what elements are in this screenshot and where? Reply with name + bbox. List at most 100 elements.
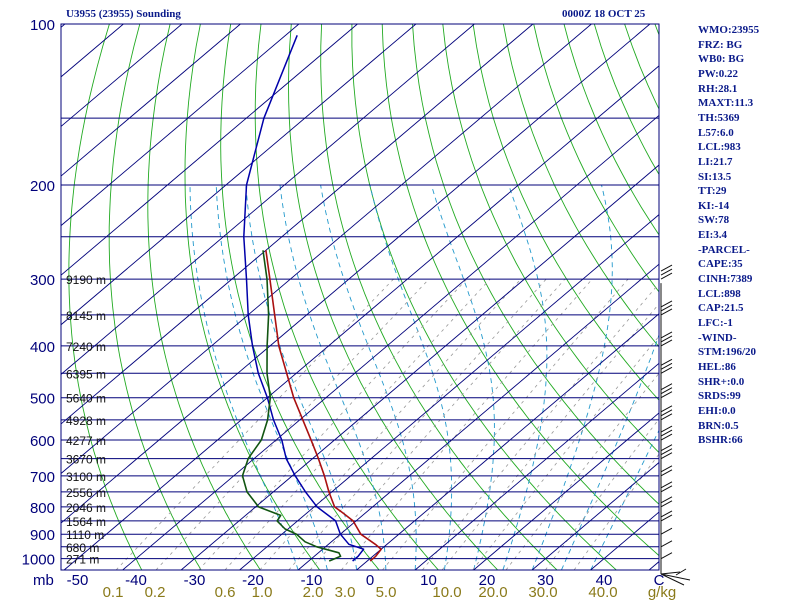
valid-time: 0000Z 18 OCT 25 bbox=[562, 8, 646, 20]
height-label: 271 m bbox=[66, 553, 99, 567]
height-label: 1564 m bbox=[66, 515, 106, 529]
dry-adiabat bbox=[108, 24, 202, 570]
mixing-ratio-line bbox=[472, 335, 659, 570]
pressure-tick-label: 1000 bbox=[22, 552, 55, 569]
height-label: 7240 m bbox=[66, 340, 106, 354]
wind-barb bbox=[660, 540, 673, 548]
isotherm bbox=[297, 263, 659, 570]
height-label: 8145 m bbox=[66, 309, 106, 323]
temperature-tick-label: -20 bbox=[242, 572, 264, 589]
wind-barb bbox=[660, 405, 673, 421]
isotherm bbox=[239, 214, 659, 570]
isotherm bbox=[61, 24, 475, 375]
index-line: EI:3.4 bbox=[698, 229, 728, 242]
mixing-ratio-label: 0.1 bbox=[103, 584, 124, 600]
dewpoint-profile bbox=[241, 250, 342, 562]
isotherm bbox=[61, 24, 300, 227]
wind-barb bbox=[660, 496, 673, 508]
temperature-tick-label: -10 bbox=[301, 572, 323, 589]
index-line: EHI:0.0 bbox=[698, 404, 736, 417]
mixing-ratio-line bbox=[573, 453, 659, 570]
pressure-tick-label: 600 bbox=[30, 433, 55, 450]
height-label: 4277 m bbox=[66, 434, 106, 448]
wind-barb bbox=[660, 383, 673, 399]
height-label: 6395 m bbox=[66, 367, 106, 381]
temperature-profile bbox=[265, 250, 382, 562]
index-line: TT:29 bbox=[698, 185, 727, 198]
pressure-tick-label: 400 bbox=[30, 339, 55, 356]
wind-barb bbox=[660, 465, 673, 477]
isotherm bbox=[61, 24, 358, 276]
dry-adiabat bbox=[147, 24, 261, 570]
mixing-ratio-line bbox=[115, 278, 394, 570]
isotherm bbox=[63, 65, 659, 570]
mixing-ratio-label: 0.6 bbox=[215, 584, 236, 600]
moist-adiabat bbox=[245, 184, 358, 570]
index-line: MAXT:11.3 bbox=[698, 97, 754, 110]
mixing-ratio-label: 5.0 bbox=[376, 584, 397, 600]
mixing-ratio-label: 0.2 bbox=[145, 584, 166, 600]
height-label: 1110 m bbox=[66, 528, 104, 542]
temperature-tick-label: -40 bbox=[125, 572, 147, 589]
index-line: BSHR:66 bbox=[698, 434, 743, 447]
mixing-ratio-line bbox=[422, 282, 659, 570]
moist-adiabat bbox=[531, 184, 613, 570]
dry-adiabat bbox=[533, 24, 659, 293]
index-line: LCL:983 bbox=[698, 141, 741, 154]
wind-barb bbox=[660, 425, 673, 441]
mixing-ratio-label: g/kg bbox=[648, 584, 676, 600]
mixing-ratio-line bbox=[382, 278, 629, 570]
dry-adiabat bbox=[472, 24, 659, 401]
wind-barb bbox=[660, 444, 673, 460]
index-line: RH:28.1 bbox=[698, 82, 738, 95]
pressure-tick-label: 500 bbox=[30, 391, 55, 408]
dry-adiabat bbox=[502, 24, 659, 348]
isotherm bbox=[61, 24, 241, 177]
height-label: 5640 m bbox=[66, 392, 106, 406]
height-label: 4928 m bbox=[66, 414, 106, 428]
temperature-tick-label: 10 bbox=[420, 572, 437, 589]
pressure-tick-label: 800 bbox=[30, 500, 55, 517]
moist-adiabat bbox=[369, 184, 453, 570]
height-label: 3670 m bbox=[66, 453, 106, 467]
moist-adiabat bbox=[590, 429, 659, 570]
wind-barb bbox=[660, 527, 673, 535]
pressure-axis-label: mb bbox=[33, 572, 54, 589]
index-line: -WIND- bbox=[698, 331, 737, 344]
mixing-ratio-label: 2.0 bbox=[303, 584, 324, 600]
isotherm bbox=[531, 461, 659, 570]
dry-adiabat bbox=[68, 24, 143, 570]
pressure-tick-label: 700 bbox=[30, 469, 55, 486]
index-line: WMO:23955 bbox=[698, 24, 760, 36]
moist-adiabat bbox=[279, 184, 387, 570]
height-label: 3100 m bbox=[66, 470, 106, 484]
moist-adiabat bbox=[560, 333, 659, 570]
plot-frame bbox=[60, 23, 660, 571]
moist-adiabat bbox=[320, 184, 417, 570]
isotherm bbox=[61, 24, 592, 475]
index-line: HEL:86 bbox=[698, 360, 736, 373]
index-line: STM:196/20 bbox=[698, 346, 757, 359]
index-line: PW:0.22 bbox=[698, 67, 739, 80]
surface-wind-barb bbox=[660, 568, 691, 586]
index-line: WB0: BG bbox=[698, 53, 745, 66]
index-line: KI:-14 bbox=[698, 199, 730, 212]
height-label: 2556 m bbox=[66, 486, 106, 500]
temperature-tick-label: 0 bbox=[366, 572, 374, 589]
dry-adiabat bbox=[254, 24, 439, 570]
wind-barb bbox=[660, 331, 673, 347]
temperature-tick-label: -30 bbox=[184, 572, 206, 589]
wind-barb bbox=[660, 300, 673, 316]
isotherm bbox=[473, 412, 659, 570]
pressure-tick-label: 200 bbox=[30, 178, 55, 195]
index-line: SW:78 bbox=[698, 214, 730, 227]
isotherm bbox=[180, 164, 659, 570]
mixing-ratio-label: 30.0 bbox=[528, 584, 557, 600]
wind-barb bbox=[660, 552, 673, 560]
mixing-ratio-line bbox=[259, 278, 522, 570]
pressure-tick-label: 300 bbox=[30, 272, 55, 289]
mixing-ratio-line bbox=[505, 372, 659, 570]
dry-adiabat bbox=[381, 24, 659, 557]
index-line: TH:5369 bbox=[698, 111, 740, 124]
